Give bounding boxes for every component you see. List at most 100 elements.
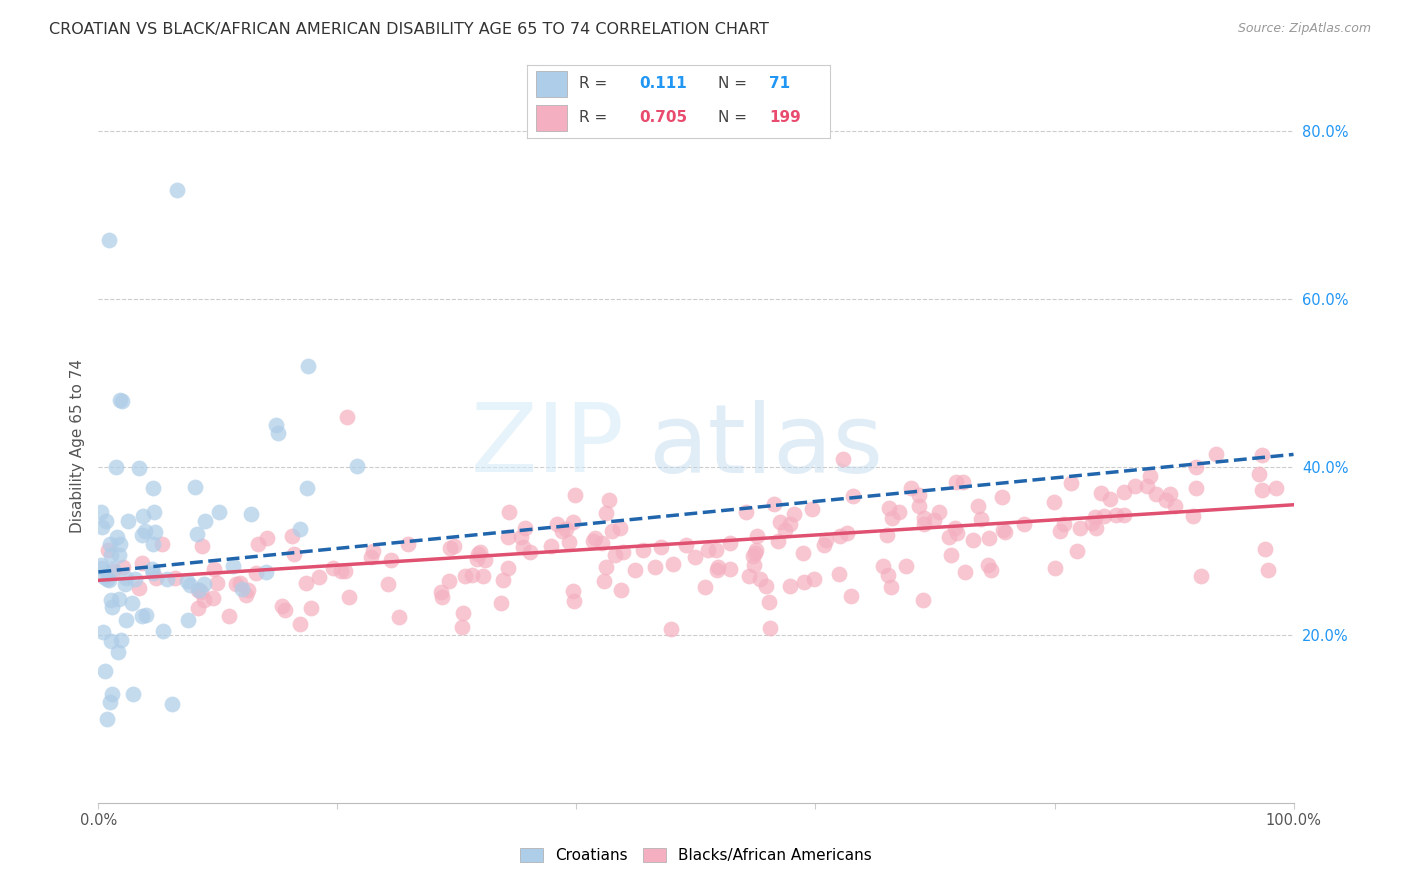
Point bbox=[229, 576, 252, 591]
Point bbox=[707, 559, 730, 574]
Point bbox=[1085, 521, 1108, 535]
Point bbox=[1253, 541, 1275, 556]
Point bbox=[489, 596, 512, 610]
Point bbox=[742, 558, 765, 572]
Point bbox=[952, 475, 974, 490]
Point bbox=[187, 600, 209, 615]
Point bbox=[512, 540, 534, 554]
Point bbox=[101, 564, 124, 578]
Point bbox=[994, 524, 1017, 539]
Point bbox=[943, 521, 966, 535]
Point bbox=[439, 541, 461, 556]
Point bbox=[150, 537, 173, 551]
Point bbox=[461, 568, 484, 582]
Point bbox=[498, 560, 520, 574]
Point bbox=[100, 634, 122, 648]
Point bbox=[953, 565, 976, 579]
Point bbox=[115, 570, 138, 584]
Bar bbox=[536, 71, 567, 96]
Point bbox=[1012, 516, 1035, 531]
Point bbox=[695, 580, 717, 594]
Point bbox=[330, 565, 353, 579]
Point bbox=[108, 592, 131, 607]
Point bbox=[121, 596, 143, 610]
Point bbox=[273, 603, 295, 617]
Point bbox=[388, 610, 411, 624]
Point bbox=[800, 502, 823, 516]
Point bbox=[496, 530, 519, 544]
Point bbox=[105, 459, 128, 474]
Text: 0.111: 0.111 bbox=[640, 77, 688, 91]
Point bbox=[111, 393, 134, 408]
Point bbox=[555, 522, 578, 536]
Point bbox=[380, 553, 402, 567]
Point bbox=[112, 559, 135, 574]
Point bbox=[1112, 485, 1135, 500]
Point bbox=[193, 592, 215, 607]
Point bbox=[135, 608, 157, 623]
Point bbox=[337, 590, 360, 604]
Point bbox=[769, 515, 792, 529]
Point bbox=[872, 558, 894, 573]
Point bbox=[396, 537, 419, 551]
Point bbox=[644, 559, 666, 574]
Point bbox=[1105, 508, 1128, 522]
Point bbox=[492, 573, 515, 587]
Point bbox=[294, 575, 316, 590]
Point bbox=[1114, 508, 1136, 522]
Point bbox=[152, 624, 174, 639]
Point bbox=[1185, 460, 1208, 475]
Point bbox=[90, 505, 112, 519]
Point bbox=[962, 533, 984, 547]
Point bbox=[143, 524, 166, 539]
Point bbox=[1139, 468, 1161, 483]
Point bbox=[193, 576, 215, 591]
Point bbox=[779, 516, 801, 531]
Point bbox=[1092, 508, 1115, 523]
Point bbox=[828, 529, 851, 543]
Point bbox=[697, 543, 720, 558]
Point bbox=[1052, 517, 1074, 532]
Point bbox=[758, 595, 780, 609]
Point bbox=[970, 512, 993, 526]
Point bbox=[280, 529, 302, 543]
Point bbox=[912, 517, 935, 532]
Point bbox=[783, 508, 806, 522]
Point bbox=[1066, 544, 1088, 558]
Point bbox=[247, 537, 270, 551]
Point bbox=[519, 545, 541, 559]
Text: 71: 71 bbox=[769, 77, 790, 91]
Point bbox=[813, 538, 835, 552]
Legend: Croatians, Blacks/African Americans: Croatians, Blacks/African Americans bbox=[520, 848, 872, 863]
Point bbox=[900, 482, 922, 496]
Point bbox=[128, 581, 150, 595]
Point bbox=[876, 528, 898, 542]
Point bbox=[513, 521, 536, 535]
Point bbox=[97, 573, 120, 587]
Text: 199: 199 bbox=[769, 110, 801, 125]
Point bbox=[631, 543, 654, 558]
Point bbox=[97, 542, 120, 557]
Point bbox=[979, 531, 1001, 545]
Point bbox=[437, 574, 460, 588]
Point bbox=[128, 461, 150, 475]
Point bbox=[803, 573, 825, 587]
Point bbox=[96, 514, 118, 528]
Point bbox=[239, 507, 262, 521]
Point bbox=[896, 558, 918, 573]
Point bbox=[839, 589, 862, 603]
Point bbox=[551, 524, 574, 538]
Point bbox=[100, 537, 122, 551]
Point bbox=[202, 562, 225, 576]
Point bbox=[467, 547, 489, 561]
Point bbox=[977, 558, 1000, 572]
Point bbox=[1182, 509, 1205, 524]
Point bbox=[877, 501, 900, 516]
Y-axis label: Disability Age 65 to 74: Disability Age 65 to 74 bbox=[69, 359, 84, 533]
Point bbox=[876, 568, 898, 582]
Text: ZIP: ZIP bbox=[471, 400, 624, 492]
Point bbox=[451, 620, 474, 634]
Point bbox=[792, 546, 814, 560]
Point bbox=[946, 525, 969, 540]
Point bbox=[1265, 482, 1288, 496]
